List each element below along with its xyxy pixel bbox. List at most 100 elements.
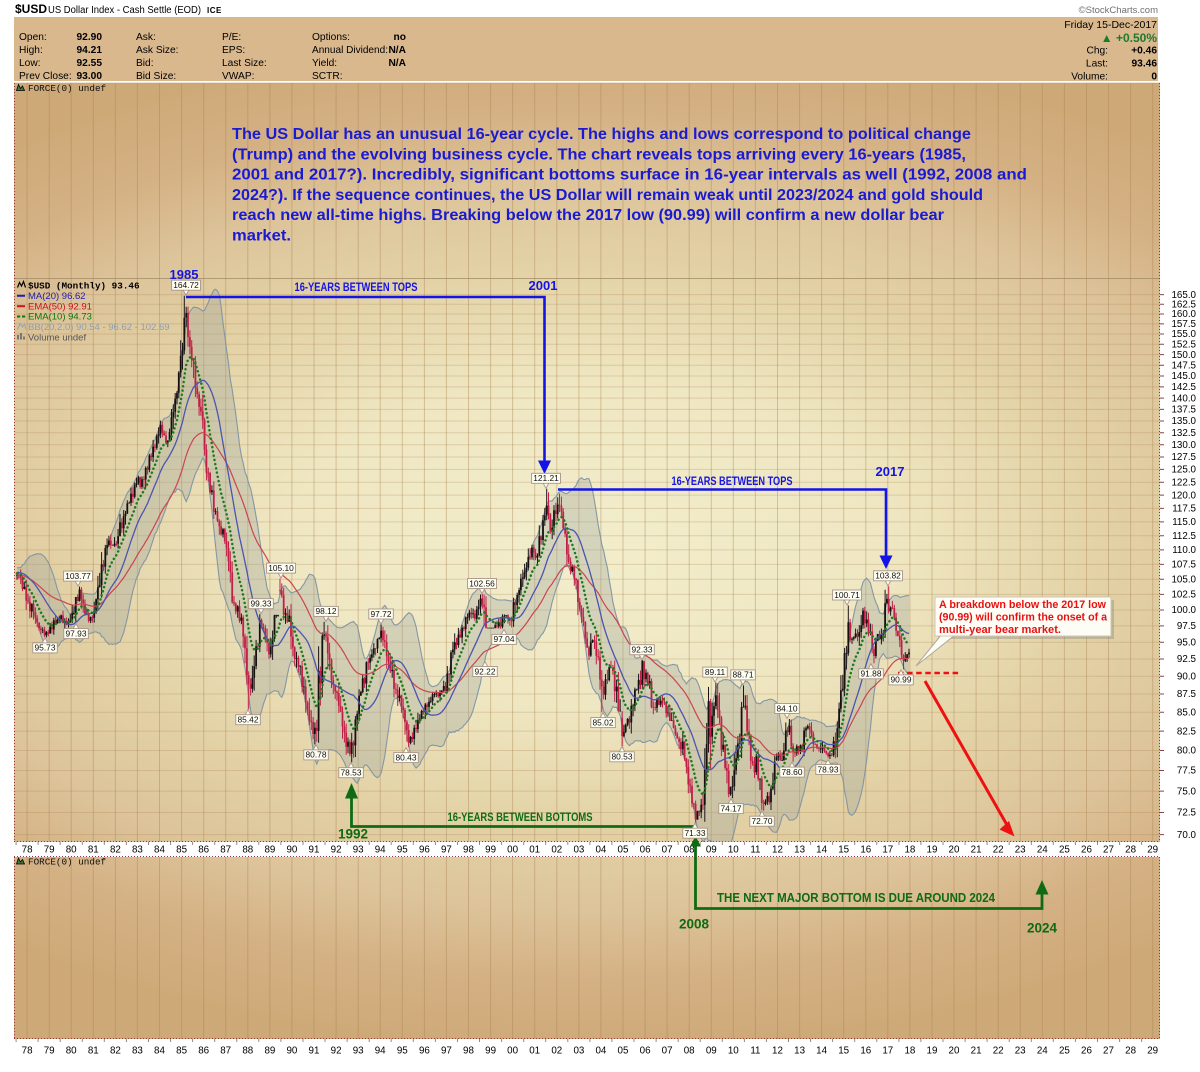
svg-text:88.71: 88.71 (733, 670, 754, 680)
svg-text:Low:: Low: (19, 58, 41, 69)
svg-text:85.0: 85.0 (1177, 708, 1197, 719)
svg-text:92.33: 92.33 (632, 645, 653, 655)
svg-text:Open:: Open: (19, 32, 47, 43)
svg-text:85: 85 (176, 1046, 187, 1057)
svg-text:2024?). If the sequence contin: 2024?). If the sequence continues, the U… (232, 187, 983, 204)
svg-text:20: 20 (949, 1046, 960, 1057)
svg-text:29: 29 (1147, 1046, 1158, 1057)
svg-text:09: 09 (706, 845, 717, 856)
svg-text:17: 17 (882, 1046, 893, 1057)
svg-text:29: 29 (1147, 845, 1158, 856)
svg-text:140.0: 140.0 (1171, 393, 1196, 404)
svg-text:27: 27 (1103, 1046, 1114, 1057)
svg-text:12: 12 (772, 845, 783, 856)
svg-text:19: 19 (927, 845, 938, 856)
svg-text:152.5: 152.5 (1171, 339, 1196, 350)
svg-text:74.17: 74.17 (721, 803, 742, 813)
svg-text:92.5: 92.5 (1177, 654, 1197, 665)
svg-text:EPS:: EPS: (222, 45, 245, 56)
svg-text:20: 20 (949, 845, 960, 856)
svg-text:$USD: $USD (15, 2, 47, 16)
svg-text:Friday 15-Dec-2017: Friday 15-Dec-2017 (1064, 19, 1157, 31)
svg-text:78.60: 78.60 (782, 767, 803, 777)
svg-text:120.0: 120.0 (1171, 490, 1196, 501)
svg-text:86: 86 (198, 845, 209, 856)
svg-text:©StockCharts.com: ©StockCharts.com (1079, 5, 1158, 16)
svg-text:90.99: 90.99 (891, 675, 912, 685)
svg-text:Ask:: Ask: (136, 32, 156, 43)
svg-text:04: 04 (595, 1046, 606, 1057)
svg-text:91.88: 91.88 (861, 669, 882, 679)
svg-text:160.0: 160.0 (1171, 309, 1196, 320)
svg-text:80.0: 80.0 (1177, 746, 1197, 757)
svg-text:121.21: 121.21 (533, 473, 559, 483)
svg-text:15: 15 (838, 1046, 849, 1057)
svg-text:102.56: 102.56 (469, 578, 495, 588)
svg-text:22: 22 (993, 1046, 1004, 1057)
svg-text:16: 16 (860, 1046, 871, 1057)
svg-text:135.0: 135.0 (1171, 416, 1196, 427)
svg-text:150.0: 150.0 (1171, 350, 1196, 361)
svg-text:28: 28 (1125, 1046, 1136, 1057)
svg-text:10: 10 (728, 845, 739, 856)
svg-text:80.53: 80.53 (612, 752, 633, 762)
svg-text:14: 14 (816, 845, 827, 856)
svg-text:91: 91 (309, 1046, 320, 1057)
svg-text:117.5: 117.5 (1172, 504, 1196, 515)
svg-text:+0.46: +0.46 (1131, 46, 1157, 57)
svg-text:125.0: 125.0 (1171, 465, 1196, 476)
svg-text:77.5: 77.5 (1177, 766, 1197, 777)
svg-text:78.53: 78.53 (341, 768, 362, 778)
svg-text:95.0: 95.0 (1177, 638, 1197, 649)
svg-text:2017: 2017 (876, 464, 905, 479)
svg-text:81: 81 (88, 845, 99, 856)
svg-text:79: 79 (44, 845, 55, 856)
svg-text:85: 85 (176, 845, 187, 856)
svg-text:98.12: 98.12 (316, 606, 337, 616)
svg-text:23: 23 (1015, 845, 1026, 856)
svg-text:83: 83 (132, 845, 143, 856)
svg-text:07: 07 (662, 1046, 673, 1057)
svg-text:00: 00 (507, 845, 518, 856)
svg-text:107.5: 107.5 (1171, 560, 1196, 571)
svg-text:92.55: 92.55 (77, 58, 103, 69)
svg-text:93.00: 93.00 (77, 71, 103, 82)
svg-text:87.5: 87.5 (1177, 689, 1197, 700)
svg-text:89: 89 (264, 845, 275, 856)
svg-text:High:: High: (19, 45, 43, 56)
svg-text:132.5: 132.5 (1171, 428, 1196, 439)
svg-text:89.11: 89.11 (705, 667, 726, 677)
svg-text:164.72: 164.72 (173, 280, 199, 290)
svg-text:BB(20,2.0) 90.54 - 96.62 - 102: BB(20,2.0) 90.54 - 96.62 - 102.69 (28, 322, 170, 333)
svg-text:FORCE(0) undef: FORCE(0) undef (28, 83, 106, 94)
svg-text:multi-year bear market.: multi-year bear market. (939, 624, 1061, 636)
svg-text:13: 13 (794, 845, 805, 856)
svg-text:24: 24 (1037, 1046, 1048, 1057)
svg-text:90.0: 90.0 (1177, 672, 1197, 683)
svg-text:142.5: 142.5 (1171, 382, 1196, 393)
svg-text:2008: 2008 (679, 917, 710, 932)
svg-text:FORCE(0) undef: FORCE(0) undef (28, 857, 106, 868)
svg-text:92.90: 92.90 (77, 32, 103, 43)
svg-text:103.77: 103.77 (65, 571, 91, 581)
svg-text:Volume undef: Volume undef (28, 332, 86, 343)
svg-text:Chg:: Chg: (1086, 46, 1108, 57)
svg-text:72.5: 72.5 (1177, 808, 1197, 819)
svg-text:157.5: 157.5 (1171, 319, 1196, 330)
svg-text:84: 84 (154, 1046, 165, 1057)
svg-text:130.0: 130.0 (1171, 440, 1196, 451)
svg-text:11: 11 (750, 1046, 760, 1057)
svg-text:95.73: 95.73 (35, 643, 56, 653)
svg-text:$USD (Monthly) 93.46: $USD (Monthly) 93.46 (28, 281, 140, 292)
svg-text:EMA(50) 92.91: EMA(50) 92.91 (28, 301, 92, 312)
svg-text:VWAP:: VWAP: (222, 71, 254, 82)
svg-text:102.5: 102.5 (1171, 590, 1196, 601)
svg-text:94: 94 (375, 1046, 386, 1057)
svg-text:12: 12 (772, 1046, 783, 1057)
svg-text:2001 and 2017?). Incredibly, s: 2001 and 2017?). Incredibly, significant… (232, 167, 1027, 184)
svg-text:93.46: 93.46 (1132, 59, 1158, 70)
svg-text:THE NEXT MAJOR BOTTOM IS DUE A: THE NEXT MAJOR BOTTOM IS DUE AROUND 2024 (717, 891, 995, 905)
svg-text:Annual Dividend:: Annual Dividend: (312, 45, 388, 56)
svg-text:84: 84 (154, 845, 165, 856)
svg-text:82: 82 (110, 1046, 121, 1057)
